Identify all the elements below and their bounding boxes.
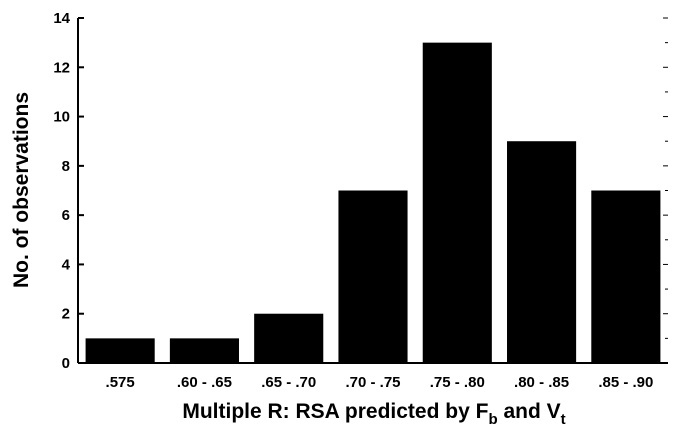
x-tick-label: .575 [106, 374, 135, 391]
x-axis-title-subscript-t: t [561, 411, 566, 426]
x-axis-title-subscript-b: b [488, 411, 497, 426]
bar [422, 42, 492, 364]
y-tick-label: 2 [62, 306, 70, 323]
y-tick-label: 6 [62, 207, 70, 224]
y-tick-label: 14 [53, 10, 70, 27]
x-tick-label: .85 - .90 [598, 374, 653, 391]
y-tick-label: 0 [62, 355, 70, 372]
x-axis-title-main: Multiple R: RSA predicted by F [182, 400, 488, 423]
bar [169, 338, 239, 363]
y-tick-label: 4 [62, 256, 71, 273]
bar [507, 141, 577, 363]
bar [338, 190, 408, 363]
y-axis-title: No. of observations [10, 92, 33, 288]
x-tick-label: .80 - .85 [514, 374, 569, 391]
y-tick-label: 12 [53, 59, 70, 76]
bar [254, 313, 324, 363]
x-axis-tick-labels: .575 .60 - .65 .65 - .70 .70 - .75 .75 - .80… [106, 374, 654, 391]
x-tick-label: .65 - .70 [261, 374, 316, 391]
y-axis-ticks: 0 2 4 6 8 10 12 14 [53, 10, 84, 372]
x-axis-title-middle: and V [498, 400, 561, 423]
x-axis-title: Multiple R: RSA predicted by Fb and Vt [182, 400, 565, 426]
bars [85, 42, 661, 364]
right-axis-ticks [663, 17, 668, 364]
y-tick-label: 10 [53, 109, 70, 126]
x-tick-label: .70 - .75 [345, 374, 400, 391]
bar [591, 190, 661, 363]
x-tick-label: .75 - .80 [430, 374, 485, 391]
y-tick-label: 8 [62, 158, 70, 175]
bar [85, 338, 155, 363]
x-tick-label: .60 - .65 [177, 374, 232, 391]
